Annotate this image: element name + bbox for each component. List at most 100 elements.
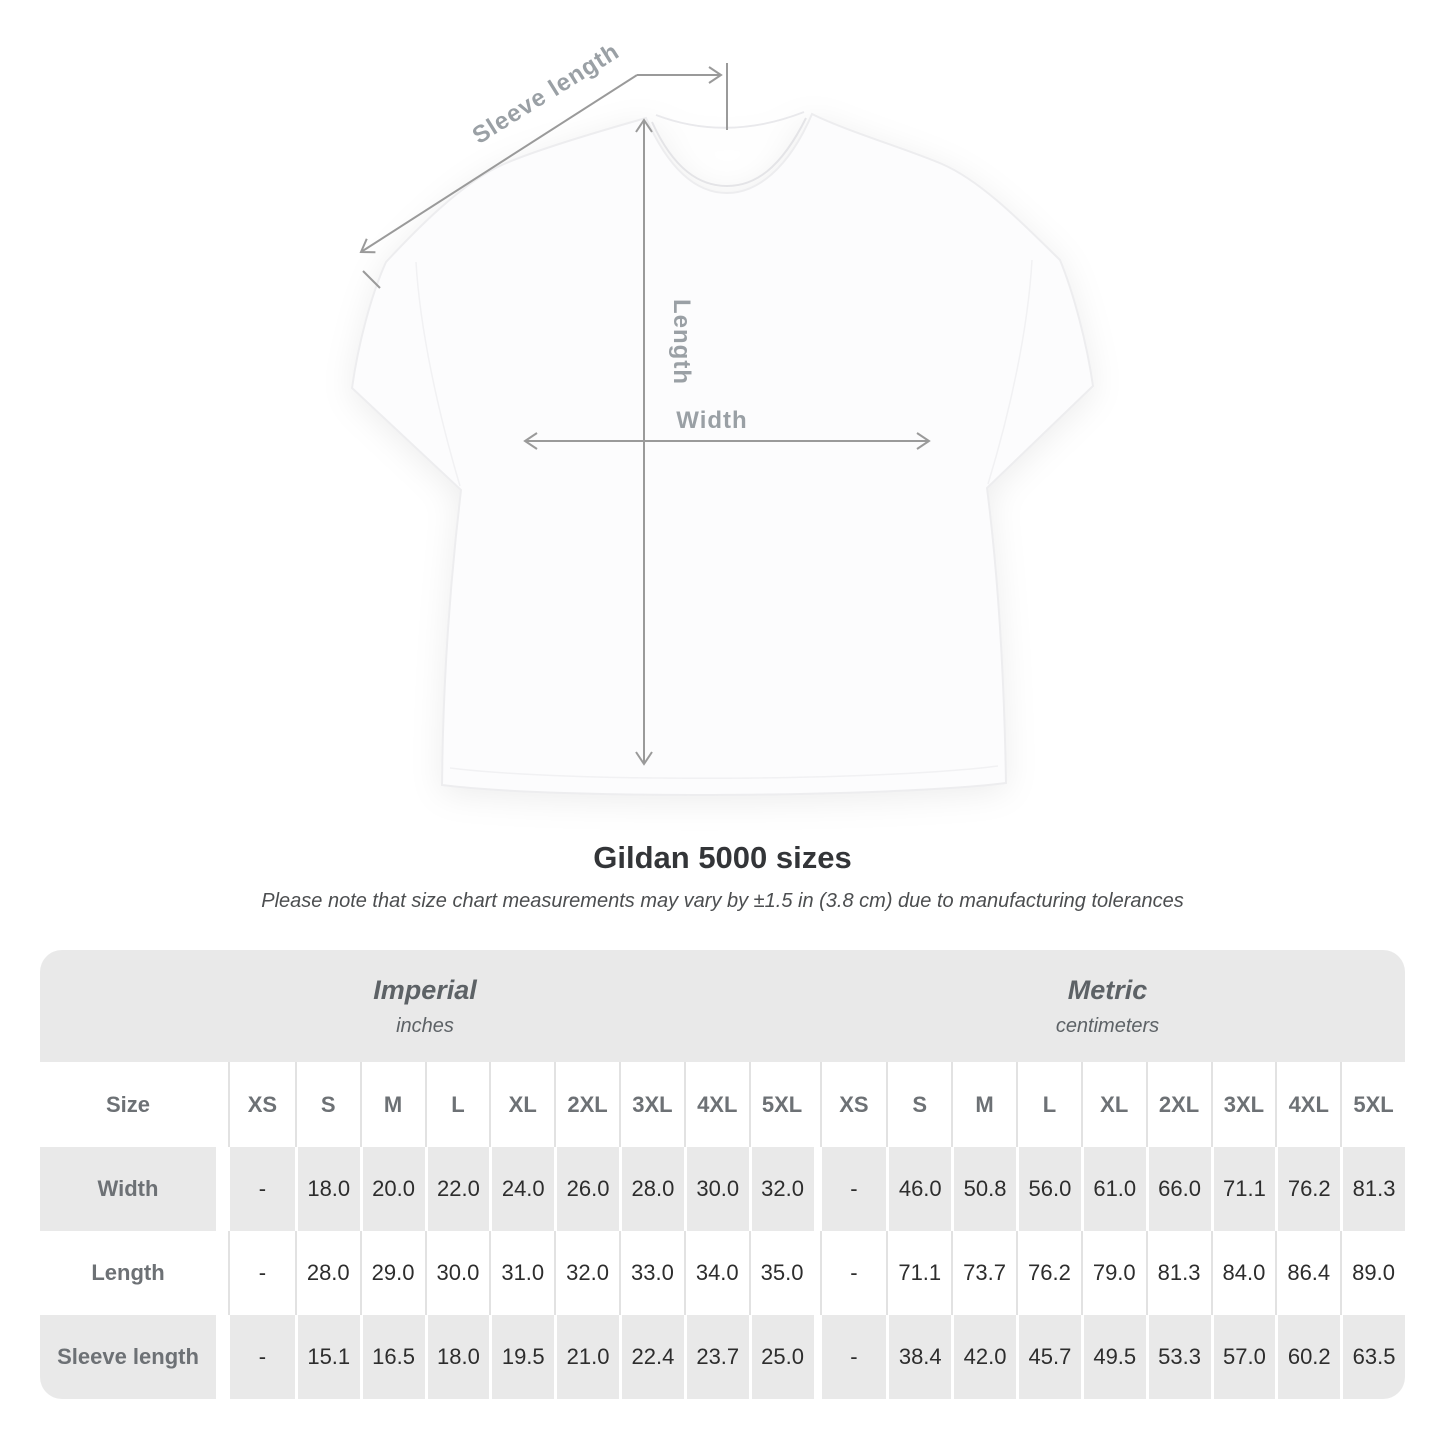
size-col-header: M bbox=[359, 1062, 425, 1147]
measurement-cell: 28.0 bbox=[294, 1231, 360, 1315]
measurement-cell: 89.0 bbox=[1340, 1231, 1405, 1315]
size-col-header: 3XL bbox=[619, 1062, 684, 1147]
group-divider-gap bbox=[814, 1231, 822, 1315]
size-header-label: Size bbox=[105, 1091, 151, 1117]
measurement-cell: - bbox=[850, 1260, 858, 1285]
measurement-cell: 76.2 bbox=[1275, 1147, 1341, 1231]
measurement-cell: 60.2 bbox=[1275, 1315, 1341, 1399]
size-col-header: 5XL bbox=[1340, 1062, 1405, 1147]
measurement-cell: 22.4 bbox=[619, 1315, 684, 1399]
measurement-cell: 71.1 bbox=[886, 1231, 951, 1315]
size-col-header: S bbox=[294, 1062, 360, 1147]
measurement-cell: 31.0 bbox=[489, 1231, 554, 1315]
size-col-header: 3XL bbox=[1210, 1062, 1276, 1147]
size-col-header: XS bbox=[247, 1091, 278, 1117]
measurement-cell: 61.0 bbox=[1080, 1147, 1146, 1231]
row-label: Sleeve length bbox=[40, 1315, 216, 1399]
measurement-cell: 71.1 bbox=[1210, 1147, 1276, 1231]
measurement-cell: 66.0 bbox=[1145, 1147, 1211, 1231]
page-title: Gildan 5000 sizes bbox=[593, 840, 852, 875]
table-row-width: Width - 18.0 20.0 22.0 24.0 26.0 28.0 30… bbox=[40, 1147, 1405, 1231]
measurement-cell: 50.8 bbox=[951, 1147, 1016, 1231]
size-col-header: S bbox=[886, 1062, 951, 1147]
column-gap bbox=[216, 1231, 230, 1315]
measurement-cell: 24.0 bbox=[489, 1147, 555, 1231]
hem-stitch-line bbox=[449, 765, 999, 780]
measurement-cell: 38.4 bbox=[886, 1315, 952, 1399]
measurement-cell: 45.7 bbox=[1016, 1315, 1081, 1399]
size-col-header: 2XL bbox=[1145, 1062, 1211, 1147]
group-divider-gap bbox=[813, 1315, 822, 1399]
measurement-cell: 79.0 bbox=[1080, 1231, 1146, 1315]
measurement-cell: 86.4 bbox=[1275, 1231, 1340, 1315]
size-col-header: XL bbox=[489, 1062, 554, 1147]
measurement-cell: 57.0 bbox=[1210, 1315, 1276, 1399]
tshirt-graphic bbox=[350, 111, 1095, 796]
measurement-cell: 33.0 bbox=[619, 1231, 684, 1315]
measurement-cell: 42.0 bbox=[951, 1315, 1016, 1399]
collar-inner-line bbox=[651, 117, 807, 188]
column-gap bbox=[216, 1147, 230, 1231]
size-col-header: L bbox=[424, 1062, 490, 1147]
size-col-header: M bbox=[951, 1062, 1016, 1147]
group-divider-gap bbox=[813, 1147, 822, 1231]
measurement-cell: 20.0 bbox=[359, 1147, 425, 1231]
measurement-cell: - bbox=[821, 1315, 887, 1399]
size-header-row: Size XS S M L XL 2XL 3XL 4XL 5XL XS S M … bbox=[40, 1062, 1405, 1147]
tshirt-body bbox=[350, 112, 1095, 796]
measurement-cell: 18.0 bbox=[294, 1147, 360, 1231]
measurement-cell: 32.0 bbox=[554, 1231, 619, 1315]
metric-group-header: Metric centimeters bbox=[810, 950, 1405, 1062]
table-row-sleeve-length: Sleeve length - 15.1 16.5 18.0 19.5 21.0… bbox=[40, 1315, 1405, 1399]
sleeve-end-tick bbox=[362, 270, 381, 289]
measurement-cell: 15.1 bbox=[294, 1315, 360, 1399]
tshirt-measurement-diagram: Sleeve length Length Width bbox=[350, 38, 1095, 796]
metric-group-unit: centimeters bbox=[1055, 1014, 1160, 1037]
measurement-cell: 73.7 bbox=[951, 1231, 1016, 1315]
right-sleeve-seam bbox=[987, 259, 1033, 485]
table-row-length: Length - 28.0 29.0 30.0 31.0 32.0 33.0 3… bbox=[40, 1231, 1405, 1315]
measurement-cell: 30.0 bbox=[683, 1147, 749, 1231]
measurement-cell: - bbox=[230, 1147, 295, 1231]
measurement-cell: 21.0 bbox=[554, 1315, 619, 1399]
measurement-cell: 29.0 bbox=[359, 1231, 425, 1315]
measurement-cell: 84.0 bbox=[1210, 1231, 1276, 1315]
measurement-cell: 28.0 bbox=[619, 1147, 684, 1231]
row-label: Length bbox=[91, 1260, 165, 1285]
measurement-cell: 22.0 bbox=[424, 1147, 490, 1231]
unit-group-band: Imperial inches Metric centimeters bbox=[40, 950, 1405, 1062]
measurement-cell: - bbox=[230, 1315, 295, 1399]
measurement-cell: 63.5 bbox=[1340, 1315, 1405, 1399]
measurement-cell: - bbox=[258, 1260, 267, 1285]
metric-group-name: Metric bbox=[1067, 974, 1148, 1005]
measurement-cell: 16.5 bbox=[359, 1315, 425, 1399]
measurement-cell: 53.3 bbox=[1145, 1315, 1211, 1399]
measurement-cell: 34.0 bbox=[683, 1231, 749, 1315]
page-subtitle: Please note that size chart measurements… bbox=[261, 890, 1184, 912]
measurement-cell: 30.0 bbox=[424, 1231, 490, 1315]
column-gap bbox=[216, 1315, 230, 1399]
imperial-group-header: Imperial inches bbox=[40, 950, 810, 1062]
measurement-cell: 32.0 bbox=[748, 1147, 814, 1231]
sleeve-length-arrow-diagonal bbox=[359, 74, 638, 254]
measurement-cell: 18.0 bbox=[424, 1315, 490, 1399]
size-col-header: L bbox=[1016, 1062, 1081, 1147]
measurement-cell: 35.0 bbox=[748, 1231, 814, 1315]
collar-back-line bbox=[655, 111, 805, 129]
measurement-cell: 23.7 bbox=[683, 1315, 749, 1399]
measurement-cell: 49.5 bbox=[1080, 1315, 1146, 1399]
width-label: Width bbox=[676, 407, 747, 434]
size-col-header: 2XL bbox=[554, 1062, 619, 1147]
column-gap bbox=[216, 1062, 230, 1147]
measurement-cell: - bbox=[821, 1147, 887, 1231]
measurement-cell: 81.3 bbox=[1145, 1231, 1211, 1315]
imperial-group-unit: inches bbox=[396, 1014, 454, 1037]
measurement-cell: 19.5 bbox=[489, 1315, 555, 1399]
measurement-cell: 81.3 bbox=[1340, 1147, 1405, 1231]
measurement-cell: 26.0 bbox=[554, 1147, 619, 1231]
size-col-header: 5XL bbox=[748, 1062, 814, 1147]
imperial-group-name: Imperial bbox=[373, 974, 477, 1005]
size-col-header: XL bbox=[1080, 1062, 1146, 1147]
row-label: Width bbox=[40, 1147, 216, 1231]
size-col-header: 4XL bbox=[683, 1062, 749, 1147]
